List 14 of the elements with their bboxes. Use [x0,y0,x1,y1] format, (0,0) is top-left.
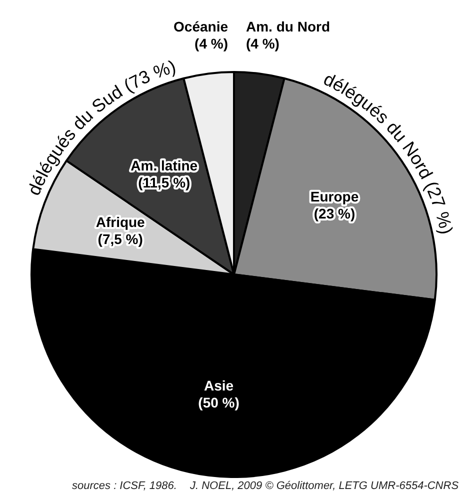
data-label: (4 %) [194,35,228,52]
source-note: sources : ICSF, 1986. [72,480,177,492]
slice-label: Afrique [96,214,146,230]
data-label: (50 %) [198,394,240,410]
slice-label: Océanie [174,18,228,34]
text: J. NOEL, 2009 © Géolittomer, LETG UMR-6554-CNRS [190,480,459,492]
slice-label: Am. du Nord [246,18,330,34]
slice-label: Asie [204,377,234,394]
data-label: (11,5 %) [138,174,190,190]
data-label: (7,5 %) [98,230,143,247]
slice-label: Am. latine [130,157,198,174]
slice-label: Europe [310,188,359,205]
data-label: (4 %) [246,35,280,52]
data-label: (23 %) [314,206,356,222]
